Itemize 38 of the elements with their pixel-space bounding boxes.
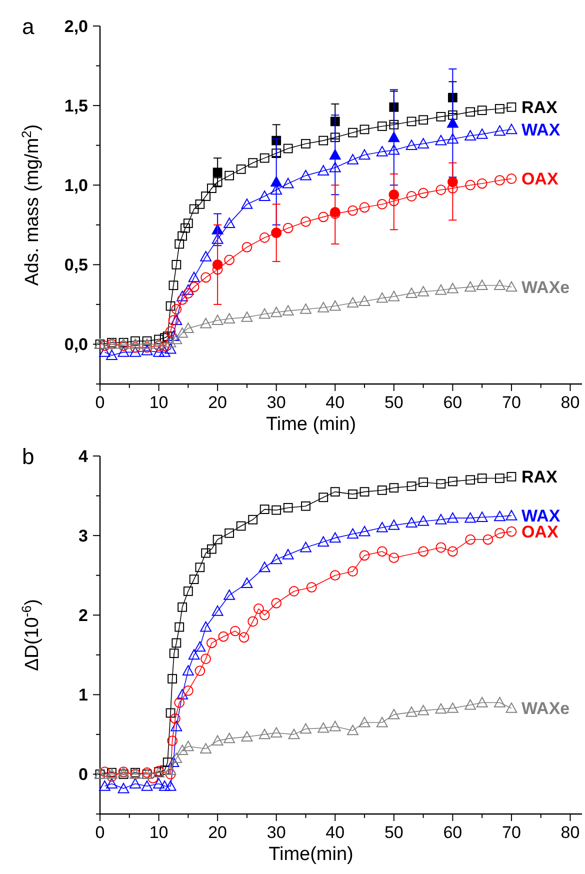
x-axis-title: Time(min)	[268, 844, 354, 865]
y-tick-label: 2,0	[64, 17, 88, 36]
x-tick-label: 10	[149, 823, 168, 842]
series-label: WAXe	[521, 278, 570, 297]
x-tick-label: 0	[95, 823, 105, 842]
series-label: RAX	[521, 98, 558, 118]
series-label: WAX	[521, 120, 561, 140]
y-tick-label: 2	[78, 606, 88, 626]
x-tick-label: 50	[384, 823, 404, 842]
x-tick-label: 80	[560, 823, 580, 842]
series-label: WAXe	[521, 699, 570, 718]
x-tick-label: 80	[560, 393, 580, 412]
x-axis-title: Time (min)	[266, 414, 356, 435]
x-tick-label: 70	[502, 823, 521, 842]
x-tick-label: 0	[95, 393, 105, 412]
x-tick-label: 20	[208, 823, 228, 842]
x-tick-label: 50	[384, 393, 404, 412]
x-tick-label: 60	[443, 823, 462, 842]
x-tick-label: 20	[208, 393, 228, 412]
y-tick-label: 1	[78, 686, 88, 705]
series-label: RAX	[521, 468, 558, 487]
x-tick-label: 40	[326, 393, 345, 412]
y-tick-label: 0,0	[64, 335, 88, 354]
y-tick-label: 1,0	[64, 176, 88, 196]
x-tick-label: 10	[149, 393, 168, 412]
y-tick-label: 4	[78, 447, 89, 466]
chart-title: b	[22, 444, 34, 469]
y-tick-label: 3	[78, 526, 88, 546]
y-tick-label: 0,5	[64, 256, 88, 275]
x-tick-label: 30	[266, 823, 286, 842]
x-tick-label: 60	[443, 393, 462, 412]
series-label: OAX	[521, 170, 559, 189]
x-tick-label: 40	[326, 823, 345, 842]
x-tick-label: 30	[266, 393, 286, 412]
x-tick-label: 70	[502, 393, 521, 412]
y-tick-label: 1,5	[64, 96, 88, 116]
chart-title: a	[22, 14, 35, 39]
y-tick-label: 0	[78, 765, 88, 784]
